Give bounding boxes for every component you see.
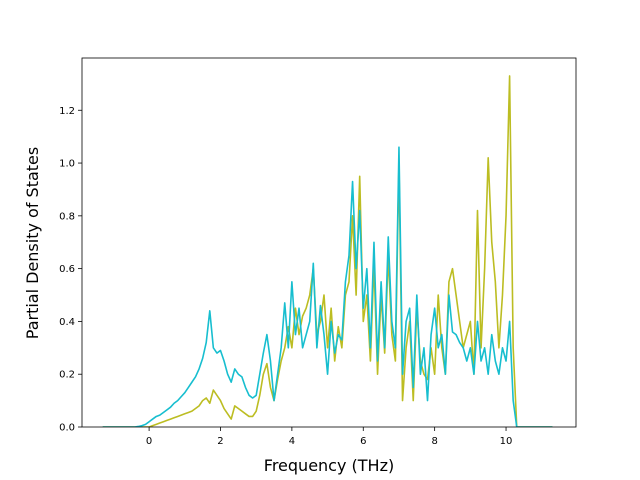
series-line	[102, 146, 553, 427]
x-axis-label: Frequency (THz)	[264, 456, 394, 475]
x-tick-label: 4	[289, 436, 295, 447]
y-tick-label: 0.2	[59, 370, 75, 381]
series-line	[102, 75, 553, 427]
y-tick-label: 0.6	[59, 264, 75, 275]
x-tick-label: 0	[146, 436, 152, 447]
x-tick-label: 8	[431, 436, 437, 447]
x-tick-label: 6	[360, 436, 366, 447]
y-tick-label: 1.0	[59, 159, 75, 170]
plot-frame	[81, 57, 577, 428]
y-tick-label: 1.2	[59, 106, 75, 117]
x-tick-label: 2	[217, 436, 223, 447]
y-tick-label: 0.8	[59, 211, 75, 222]
y-tick-label: 0.4	[59, 317, 75, 328]
y-tick-label: 0.0	[59, 423, 75, 434]
x-tick-label: 10	[500, 436, 513, 447]
y-axis-label: Partial Density of States	[23, 147, 42, 339]
